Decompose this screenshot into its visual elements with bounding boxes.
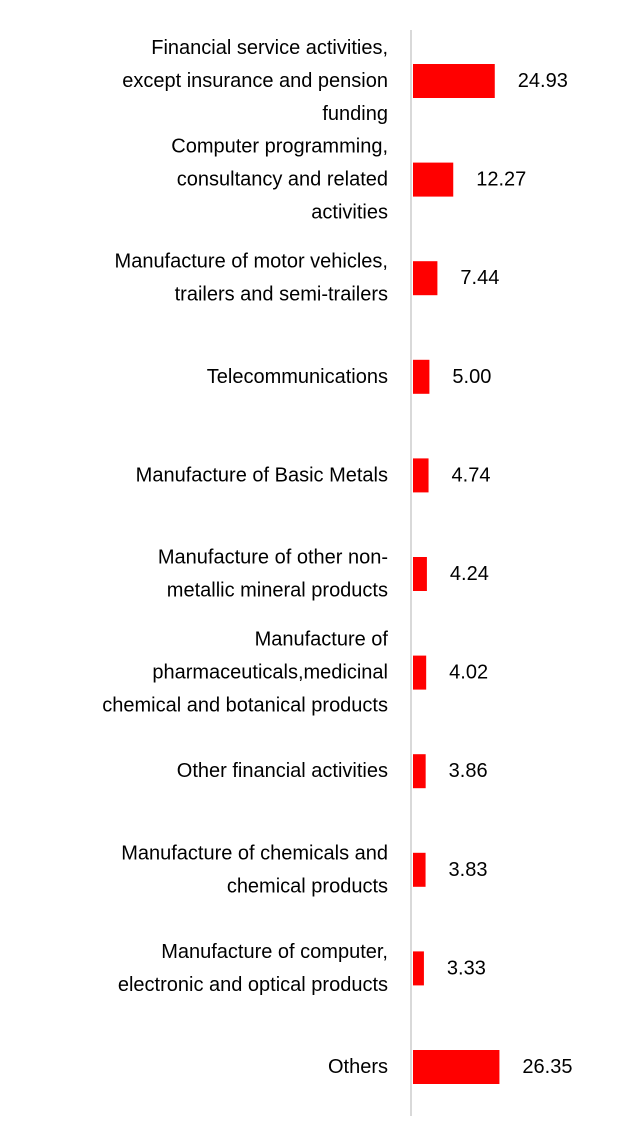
category-label: Telecommunications — [207, 366, 388, 388]
bar — [413, 64, 495, 98]
bar — [413, 359, 430, 394]
category-label: Financial service activities, except insu… — [122, 37, 388, 125]
category-label-line: Others — [328, 1056, 388, 1078]
bar — [413, 162, 454, 197]
category-label-line: Other financial activities — [177, 760, 388, 782]
data-label: 3.86 — [449, 760, 488, 782]
category-label-line: Financial service activities, — [151, 37, 388, 59]
bar — [413, 261, 438, 296]
category-label: Computer programming, consultancy and rel… — [171, 136, 388, 224]
bar — [413, 458, 429, 493]
category-label: Manufacture of motor vehicles, trailers a… — [115, 251, 388, 306]
category-label-line: Manufacture of — [255, 629, 389, 651]
category-label-line: Manufacture of motor vehicles, — [115, 251, 388, 273]
category-label-line: consultancy and related — [177, 169, 388, 191]
bar — [413, 655, 427, 690]
data-label: 3.83 — [449, 859, 488, 881]
category-label-line: Manufacture of chemicals and — [121, 842, 388, 864]
category-label-line: chemical and botanical products — [102, 695, 388, 717]
category-label-line: electronic and optical products — [118, 974, 388, 996]
data-label: 7.44 — [460, 267, 499, 289]
category-label-line: except insurance and pension — [122, 70, 388, 92]
category-label: Manufacture of computer, electronic and o… — [118, 941, 388, 996]
data-label: 24.93 — [518, 70, 568, 92]
category-label: Manufacture of Basic Metals — [136, 464, 388, 486]
bars — [413, 64, 500, 1084]
category-label: Other financial activities — [177, 760, 388, 782]
category-label: Manufacture of chemicals and chemical pro… — [121, 842, 388, 897]
data-label: 4.24 — [450, 563, 489, 585]
category-label-line: Computer programming, — [171, 136, 388, 158]
data-label: 4.74 — [452, 464, 491, 486]
bar — [413, 1050, 500, 1084]
category-label: Manufacture of other non-metallic minera… — [158, 547, 388, 602]
category-label-line: Manufacture of Basic Metals — [136, 464, 388, 486]
category-label: Others — [328, 1056, 388, 1078]
data-label: 3.33 — [447, 957, 486, 979]
category-label-line: funding — [322, 103, 388, 125]
bar — [413, 754, 426, 789]
category-label-line: Manufacture of other non- — [158, 547, 388, 569]
data-label: 26.35 — [522, 1056, 572, 1078]
category-labels: Financial service activities, except insu… — [102, 37, 388, 1078]
bar — [413, 951, 424, 986]
bar — [413, 852, 426, 887]
bar — [413, 557, 427, 591]
data-label: 12.27 — [476, 169, 526, 191]
category-label: Manufacture of pharmaceuticals,medicinal c… — [102, 629, 388, 717]
category-label-line: trailers and semi-trailers — [175, 284, 388, 306]
category-label-line: activities — [311, 202, 388, 224]
category-label-line: Telecommunications — [207, 366, 388, 388]
category-label-line: pharmaceuticals,medicinal — [152, 662, 388, 684]
data-label: 4.02 — [449, 662, 488, 684]
data-label: 5.00 — [452, 366, 491, 388]
category-label-line: chemical products — [227, 875, 388, 897]
data-labels: 24.93 12.27 7.44 5.00 4.74 4.24 4.02 3.86 3.83 3.… — [447, 70, 573, 1078]
category-label-line: metallic mineral products — [167, 580, 388, 602]
category-label-line: Manufacture of computer, — [161, 941, 388, 963]
